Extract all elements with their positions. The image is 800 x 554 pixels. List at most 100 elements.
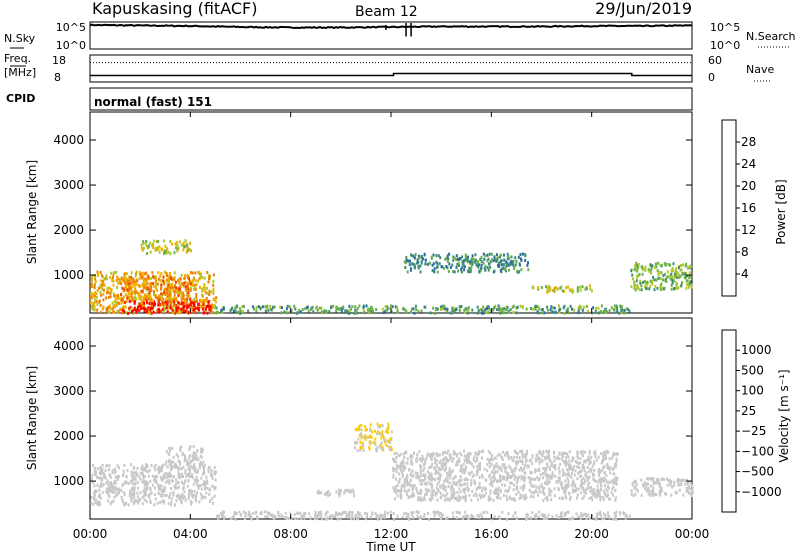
power-echo-5-68	[447, 257, 450, 261]
velocity-echo-5-1047	[508, 475, 511, 479]
velocity-echo-5-1079	[399, 489, 402, 493]
velocity-echo-1-70	[199, 460, 202, 464]
power-echo-4-24	[241, 310, 244, 313]
power-echo-5-156	[499, 253, 502, 257]
power-echo-4-211	[597, 306, 600, 310]
velocity-echo-6-55	[678, 478, 681, 482]
power-echo-2-80	[166, 288, 169, 291]
power-echo-5-114	[477, 260, 479, 264]
power-echo-0-185	[138, 277, 141, 280]
noise-lines	[89, 23, 693, 37]
power-echo-1-23	[134, 308, 137, 312]
velocity-echo-5-781	[519, 486, 522, 490]
power-echo-3-42	[188, 247, 191, 251]
power-echo-5-138	[526, 263, 529, 267]
velocity-echo-6-81	[640, 478, 643, 482]
velocity-echo-2-337	[615, 510, 618, 514]
power-echo-7-122	[681, 272, 684, 275]
power-echo-4-344	[566, 309, 569, 313]
velocity-echo-0-336	[178, 476, 181, 480]
velocity-echo-2-36	[580, 512, 583, 516]
velocity-echo-5-440	[425, 490, 428, 494]
power-echo-2-12	[138, 297, 141, 301]
velocity-echo-5-381	[595, 458, 598, 462]
power-echo-3-28	[142, 242, 145, 246]
velocity-echo-0-169	[211, 484, 214, 488]
velocity-echo-6-108	[658, 491, 661, 495]
velocity-echo-5-106	[436, 482, 439, 486]
power-echo-4-126	[348, 308, 351, 312]
power-echo-4-119	[499, 311, 502, 315]
velocity-echo-0-323	[209, 499, 212, 503]
velocity-echo-5-828	[574, 489, 577, 493]
power-echo-5-211	[515, 260, 518, 264]
velocity-echo-0-244	[118, 487, 121, 491]
power-echo-0-532	[191, 271, 194, 275]
power-echo-5-155	[426, 262, 429, 266]
velocity-echo-5-970	[584, 488, 587, 492]
power-echo-5-213	[495, 259, 498, 263]
velocity-echo-5-1151	[562, 451, 565, 455]
velocity-echo-1-42	[194, 457, 197, 460]
velocity-echo-2-252	[432, 510, 435, 514]
velocity-echo-5-698	[550, 498, 553, 502]
power-echo-2-10	[165, 278, 168, 282]
power-echo-0-194	[176, 310, 179, 314]
freq-lines	[90, 62, 692, 77]
power-echo-4-184	[512, 310, 515, 314]
power-echo-7-176	[646, 280, 649, 284]
velocity-echo-2-346	[271, 513, 274, 517]
power-echo-3-55	[142, 246, 145, 250]
velocity-echo-1-24	[184, 457, 187, 461]
power-echo-5-198	[423, 252, 426, 256]
velocity-echo-5-564	[467, 487, 470, 491]
power-echo-4-215	[420, 309, 423, 313]
velocity-echo-5-732	[411, 462, 414, 466]
velocity-echo-2-318	[557, 516, 560, 519]
power-echo-0-58	[162, 304, 165, 308]
power-echo-4-316	[296, 311, 299, 315]
power-echo-1-92	[186, 305, 189, 309]
power-echo-3-67	[186, 244, 189, 248]
velocity-echo-5-891	[467, 452, 470, 456]
power-echo-0-481	[162, 297, 165, 301]
velocity-echo-6-112	[643, 483, 646, 487]
power-echo-6-2	[567, 285, 569, 289]
power-echo-5-82	[414, 252, 417, 256]
velocity-echo-5-341	[424, 460, 427, 464]
velocity-echo-5-88	[456, 453, 459, 456]
power-echo-5-56	[497, 263, 499, 267]
power-echo-5-225	[442, 266, 445, 270]
power-echo-7-124	[681, 281, 683, 285]
velocity-echo-5-810	[532, 495, 535, 499]
xtick-label-5: 20:00	[574, 527, 609, 541]
power-echo-4-231	[362, 310, 365, 314]
power-echo-4-14	[615, 304, 618, 308]
velocity-echo-4-30	[372, 440, 375, 444]
velocity-echo-6-107	[650, 491, 653, 495]
velocity-cbar-frame	[721, 329, 737, 513]
power-echo-4-221	[257, 305, 260, 309]
velocity-echo-5-700	[402, 452, 405, 456]
power-echo-2-56	[122, 289, 125, 293]
power-echo-0-339	[141, 271, 144, 275]
velocity-echo-5-1051	[600, 483, 603, 487]
power-echo-4-227	[293, 304, 296, 308]
velocity-echo-4-55	[356, 449, 359, 453]
velocity-echo-5-797	[477, 452, 480, 456]
velocity-echo-5-813	[594, 455, 597, 459]
velocity-echo-2-326	[440, 512, 443, 516]
velocity-echo-0-79	[200, 487, 203, 491]
velocity-echo-5-656	[589, 467, 592, 471]
power-echo-3-41	[163, 251, 165, 255]
velocity-echo-5-480	[515, 492, 518, 496]
power-echo-0-364	[212, 311, 215, 315]
power-echo-2-138	[178, 277, 181, 281]
power-echo-0-564	[149, 276, 152, 280]
velocity-echo-2-277	[478, 514, 480, 518]
power-echo-0-215	[153, 292, 155, 296]
velocity-echo-0-460	[177, 493, 180, 497]
power-echo-7-116	[636, 263, 639, 267]
velocity-echo-5-131	[563, 491, 566, 495]
velocity-echo-0-517	[172, 490, 175, 494]
